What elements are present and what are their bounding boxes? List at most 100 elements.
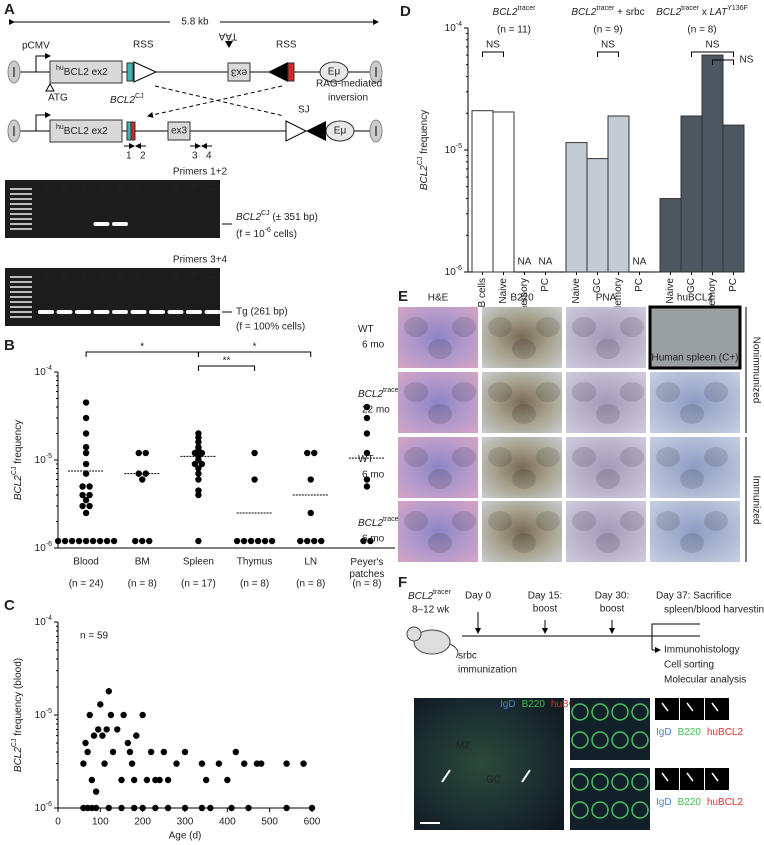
panel-label: D — [400, 3, 411, 20]
cell — [571, 731, 589, 749]
enhancer-label: Eμ — [334, 126, 347, 137]
data-point — [254, 537, 262, 545]
follicle — [572, 382, 596, 402]
bar — [565, 142, 588, 273]
data-point — [363, 483, 371, 490]
data-point — [133, 732, 140, 739]
y-tick-label-part: 10 — [35, 710, 47, 721]
fluorescence-image — [414, 698, 564, 830]
lane-label: 5 — [117, 271, 123, 282]
exon2-label-part: hu — [56, 65, 64, 72]
follicle — [452, 511, 476, 531]
data-point — [82, 537, 90, 545]
data-point — [68, 537, 76, 545]
fluorescence-zoom — [570, 768, 650, 830]
group-title-part: LAT — [710, 7, 728, 18]
data-point — [202, 776, 210, 784]
follicle — [680, 469, 704, 489]
data-point — [173, 760, 180, 767]
data-point — [195, 491, 202, 499]
y-tick-label-part: -6 — [46, 801, 52, 808]
panel-label: C — [4, 597, 15, 614]
y-axis-label-part: frequency (blood) — [13, 658, 24, 739]
data-point — [258, 760, 265, 767]
y-tick-label-part: 10 — [445, 145, 457, 156]
follicle — [452, 382, 476, 402]
band-label: Tg (261 bp) — [236, 307, 288, 318]
lane-label: 1 — [43, 183, 49, 194]
scale-bar — [420, 822, 440, 824]
endpoint-label: spleen/blood harvesting — [664, 605, 764, 616]
length-bg — [170, 14, 220, 30]
data-point — [80, 760, 87, 767]
lane-label: 8 — [173, 183, 179, 194]
n-label: (n = 8) — [296, 579, 325, 590]
data-point — [195, 487, 202, 494]
cell — [611, 801, 629, 819]
lane-label: 9 — [191, 271, 197, 282]
cj-label: BCL2CJ — [110, 93, 144, 105]
lane-label: 10 — [207, 271, 219, 282]
group-title-part: tracer — [518, 5, 537, 12]
y-tick-label: 10-4 — [35, 365, 52, 377]
ladder-band — [10, 198, 32, 200]
y-tick-label: 10-4 — [35, 615, 52, 627]
cj-box — [126, 121, 132, 141]
immunization-label: srbc — [458, 651, 477, 662]
channel-arrow — [686, 702, 694, 712]
follicle — [452, 447, 476, 467]
follicle — [656, 447, 680, 467]
n-label: (n = 24) — [69, 579, 104, 590]
inversion-label: RAG-mediated — [316, 79, 382, 90]
data-point — [88, 776, 96, 784]
row-label-part: tracer — [383, 516, 402, 523]
length-label: 5.8 kb — [181, 17, 209, 28]
exon2-label: huBCL2 ex2 — [56, 65, 108, 77]
channel-labels-part: huBCL2 — [707, 797, 744, 808]
lane-label: 7 — [154, 183, 160, 194]
data-point — [146, 537, 153, 545]
gel-band — [93, 222, 110, 226]
data-point — [97, 701, 104, 708]
channel-labels: IgD B220 huBCL2 — [656, 727, 743, 738]
column-header: PNA — [596, 293, 617, 304]
x-axis-label: Age (d) — [169, 831, 202, 842]
follicle — [596, 533, 620, 553]
x-tick-label: Spleen — [183, 557, 214, 568]
rss-label: RSS — [133, 40, 154, 51]
x-tick-label: Memory — [613, 278, 624, 314]
n-label: (n = 17) — [181, 579, 216, 590]
follicle — [680, 533, 704, 553]
n-label: (n = 11) — [497, 25, 531, 36]
data-point — [181, 748, 189, 756]
lane-label: 5 — [117, 183, 123, 194]
band-frequency-part: cells) — [271, 229, 297, 240]
data-point — [147, 748, 155, 756]
exon3-box — [227, 62, 251, 82]
follicle — [512, 533, 536, 553]
data-point — [360, 537, 367, 545]
group-label: Immunized — [750, 476, 761, 525]
data-point — [82, 449, 90, 457]
significance-label: * — [140, 342, 144, 353]
data-point — [156, 776, 163, 784]
data-point — [195, 476, 202, 483]
exon3-box — [167, 121, 191, 141]
x-tick-label: BM — [135, 557, 150, 568]
follicle — [572, 511, 596, 531]
data-point — [82, 470, 90, 477]
bar — [701, 54, 724, 273]
timeline-label: Day 0 — [465, 591, 492, 602]
inset-frame — [648, 305, 742, 370]
group-title-part: x — [699, 7, 710, 18]
cell — [591, 801, 609, 819]
row-label-part: BCL2 — [358, 518, 383, 529]
row-label-part: WT — [358, 324, 374, 335]
row-age: 6 mo — [362, 534, 385, 545]
y-tick-label: 10-5 — [445, 143, 462, 155]
histology-image — [566, 501, 646, 562]
y-tick-label-part: -6 — [456, 265, 462, 272]
bar — [722, 124, 745, 273]
row-label-part: WT — [358, 454, 374, 465]
data-point — [363, 430, 371, 437]
